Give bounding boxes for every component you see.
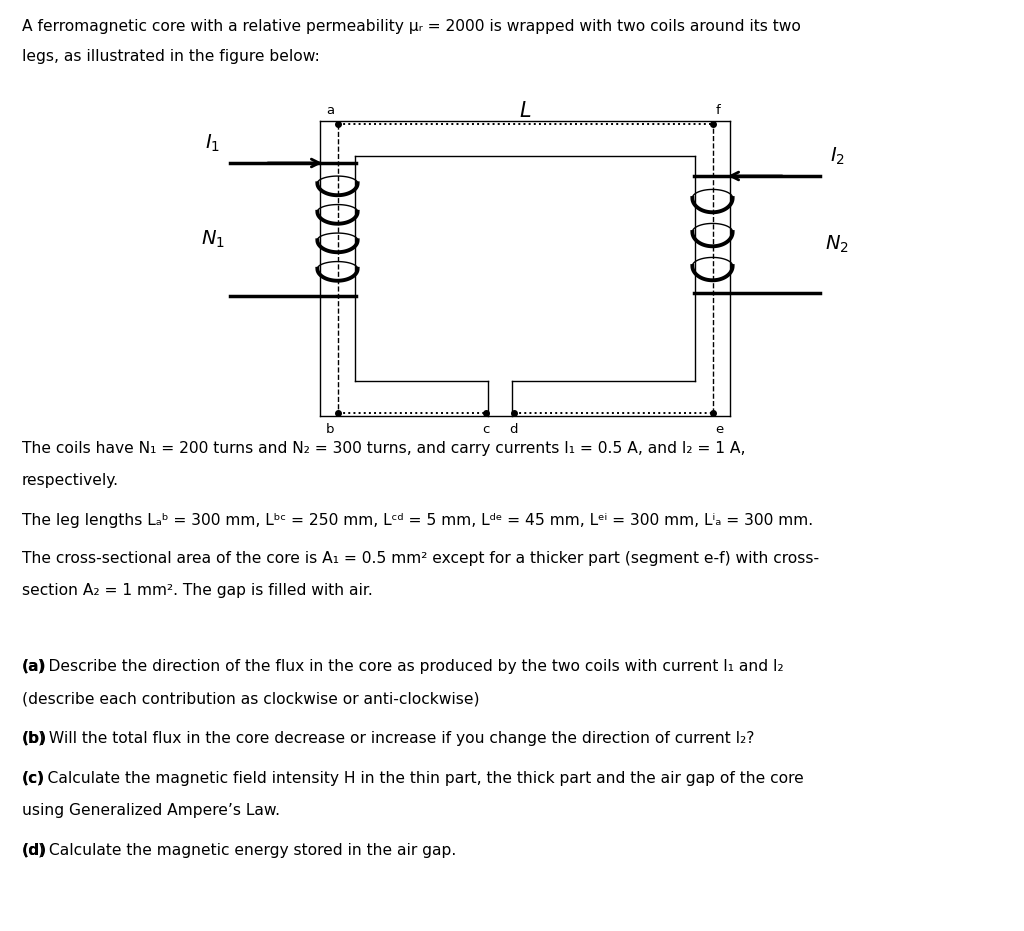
- Text: The leg lengths Lₐᵇ = 300 mm, Lᵇᶜ = 250 mm, Lᶜᵈ = 5 mm, Lᵈᵉ = 45 mm, Lᵉⁱ = 300 m: The leg lengths Lₐᵇ = 300 mm, Lᵇᶜ = 250 …: [22, 513, 813, 528]
- Text: (a): (a): [22, 659, 47, 674]
- Text: (a) Describe the direction of the flux in the core as produced by the two coils : (a) Describe the direction of the flux i…: [22, 659, 783, 674]
- Text: e: e: [716, 423, 724, 436]
- Text: f: f: [716, 104, 720, 117]
- Text: The cross-sectional area of the core is A₁ = 0.5 mm² except for a thicker part (: The cross-sectional area of the core is …: [22, 551, 819, 566]
- Text: $I_2$: $I_2$: [830, 145, 845, 167]
- Text: (d): (d): [22, 843, 47, 858]
- Text: section A₂ = 1 mm². The gap is filled with air.: section A₂ = 1 mm². The gap is filled wi…: [22, 583, 373, 598]
- Text: $I_1$: $I_1$: [205, 133, 220, 154]
- Text: respectively.: respectively.: [22, 473, 119, 488]
- Text: (d) Calculate the magnetic energy stored in the air gap.: (d) Calculate the magnetic energy stored…: [22, 843, 457, 858]
- Text: (b): (b): [22, 731, 47, 746]
- Text: $N_2$: $N_2$: [825, 234, 849, 255]
- Text: b: b: [326, 423, 335, 436]
- Text: (c): (c): [22, 771, 45, 786]
- Text: $N_1$: $N_1$: [201, 229, 225, 250]
- Text: A ferromagnetic core with a relative permeability μᵣ = 2000 is wrapped with two : A ferromagnetic core with a relative per…: [22, 19, 801, 34]
- Text: (c) Calculate the magnetic field intensity H in the thin part, the thick part an: (c) Calculate the magnetic field intensi…: [22, 771, 804, 786]
- Text: d: d: [510, 423, 518, 436]
- Text: $\mathit{L}$: $\mathit{L}$: [519, 101, 531, 121]
- Text: using Generalized Ampere’s Law.: using Generalized Ampere’s Law.: [22, 803, 280, 818]
- Text: legs, as illustrated in the figure below:: legs, as illustrated in the figure below…: [22, 49, 319, 64]
- Text: (describe each contribution as clockwise or anti-clockwise): (describe each contribution as clockwise…: [22, 691, 479, 706]
- Text: a: a: [327, 104, 335, 117]
- Text: (b) Will the total flux in the core decrease or increase if you change the direc: (b) Will the total flux in the core decr…: [22, 731, 755, 746]
- Text: The coils have N₁ = 200 turns and N₂ = 300 turns, and carry currents I₁ = 0.5 A,: The coils have N₁ = 200 turns and N₂ = 3…: [22, 441, 745, 456]
- Text: c: c: [482, 423, 489, 436]
